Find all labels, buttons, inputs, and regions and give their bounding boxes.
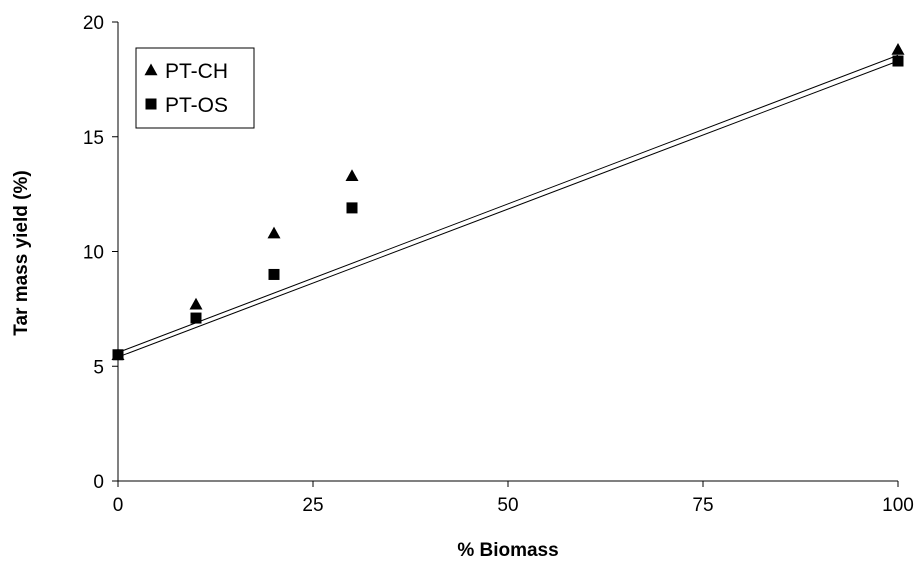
- y-axis-title: Tar mass yield (%): [11, 170, 32, 335]
- x-tick-label: 75: [692, 495, 713, 516]
- point-square-marker: [892, 55, 904, 67]
- legend-box: [135, 47, 255, 129]
- axes: [112, 21, 899, 487]
- legend-marker: [144, 63, 158, 76]
- point-triangle-marker: [189, 297, 203, 310]
- point-square-marker: [268, 268, 280, 280]
- legend-marker: [145, 98, 157, 110]
- y-tick-label: 20: [83, 13, 104, 34]
- point-square-marker: [346, 202, 358, 214]
- y-tick-label: 5: [93, 357, 104, 378]
- y-tick-label: 10: [83, 243, 104, 264]
- data-points: [111, 43, 905, 361]
- fit-line: [117, 54, 899, 353]
- linear-fit-lines: [117, 54, 899, 358]
- point-triangle-marker: [891, 43, 905, 55]
- x-axis-title: % Biomass: [457, 540, 558, 561]
- y-tick-label: 15: [83, 128, 104, 149]
- legend: PT-CH PT-OS: [135, 47, 255, 129]
- legend-label: PT-CH: [165, 60, 228, 83]
- point-triangle-marker: [267, 226, 281, 239]
- x-tick-label: 0: [113, 495, 124, 516]
- x-tick-label: 100: [882, 495, 914, 516]
- point-square-marker: [190, 312, 202, 324]
- point-square-marker: [112, 349, 124, 361]
- x-tick-label: 25: [302, 495, 323, 516]
- legend-label: PT-OS: [165, 94, 228, 117]
- point-triangle-marker: [345, 169, 359, 181]
- tick-labels: 0 5 10 15 20 0 25 50 75 100: [83, 13, 914, 516]
- fit-line: [117, 60, 899, 358]
- y-tick-label: 0: [93, 472, 104, 493]
- x-tick-label: 50: [497, 495, 518, 516]
